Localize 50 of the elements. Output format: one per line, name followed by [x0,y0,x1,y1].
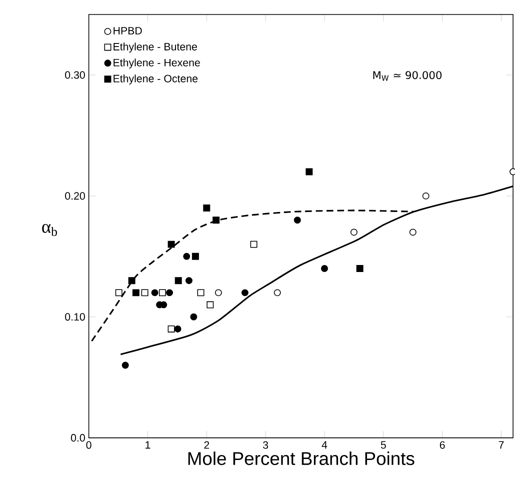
x-tick-label: 2 [204,441,210,449]
legend-label: Ethylene - Butene [114,42,197,52]
point [190,313,198,320]
point [206,301,214,308]
x-tick-label: 5 [380,441,386,449]
y-tick-label: 0.0 [70,434,85,442]
x-axis-title: Mole Percent Branch Points [188,451,414,465]
x-tick-label: 4 [322,441,328,448]
point [168,325,175,332]
annotation: M$_{W}$ ≃ 90.000 [373,70,442,81]
point [183,252,190,260]
point [132,289,140,296]
point [128,276,136,284]
point [174,276,182,284]
point [274,289,281,296]
x-tick-label: 1 [146,441,150,448]
point [422,192,430,200]
point [212,216,220,224]
x-tick-label: 6 [440,441,445,449]
x-tick-label: 0 [86,441,92,449]
point [185,276,192,284]
point [321,264,328,272]
point [356,264,364,272]
point [151,289,158,296]
point [214,289,222,296]
legend-label: HPBD [114,26,142,34]
x-tick-label: 3 [263,441,268,449]
x-tick-label: 7 [498,441,504,448]
point [192,252,199,260]
y-tick-label: 0.20 [65,192,85,200]
point [203,204,210,212]
point [122,362,129,369]
point [174,325,182,332]
point [141,289,148,296]
point [250,240,258,248]
point [350,228,358,236]
point [158,289,166,296]
point [168,240,175,248]
y-tick-label: 0.10 [65,312,85,321]
point [197,289,204,296]
point [409,228,416,236]
point [241,289,248,296]
legend-label: Ethylene - Hexene [114,58,200,68]
point [166,289,174,296]
legend-label: Ethylene - Octene [114,74,198,84]
y-axis-title: α$_{b}$ [42,224,58,236]
point [115,289,122,296]
point [294,216,301,224]
point [306,168,313,176]
y-tick-label: 0.30 [65,71,85,79]
